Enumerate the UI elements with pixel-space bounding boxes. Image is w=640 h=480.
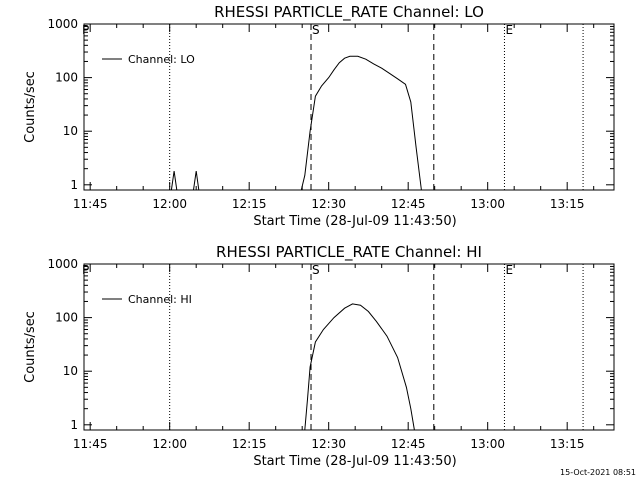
lo-channel-panel: RHESSI PARTICLE_RATE Channel: LO 1 10 100 10… (23, 3, 615, 229)
marker-label: S (312, 23, 320, 37)
y-tick-label: 10 (63, 364, 78, 378)
marker-label: E (505, 23, 513, 37)
y-tick-label: 1 (70, 418, 78, 432)
x-tick-label: 12:00 (152, 437, 187, 451)
chart-title: RHESSI PARTICLE_RATE Channel: LO (214, 3, 484, 22)
legend-label: Channel: LO (128, 53, 195, 66)
x-tick-label: 12:45 (391, 197, 426, 211)
y-tick-label: 1 (70, 178, 78, 192)
y-axis-label: Counts/sec (23, 71, 38, 143)
x-tick-label: 12:15 (232, 437, 267, 451)
y-tick-label: 1000 (47, 17, 78, 31)
x-tick-label: 13:15 (550, 437, 585, 451)
legend-label: Channel: HI (128, 293, 192, 306)
marker-label: E (505, 263, 513, 277)
y-tick-label: 1000 (47, 257, 78, 271)
series-line (170, 55, 422, 191)
marker-label: S (312, 263, 320, 277)
y-tick-label: 100 (55, 71, 78, 85)
x-axis-label: Start Time (28-Jul-09 11:43:50) (253, 454, 456, 469)
x-tick-label: 13:00 (470, 437, 505, 451)
series-line (304, 303, 415, 431)
x-tick-label: 11:45 (73, 197, 108, 211)
corner-label: P (82, 263, 89, 277)
x-tick-label: 12:15 (232, 197, 267, 211)
plot-frame (83, 23, 615, 191)
y-tick-label: 10 (63, 124, 78, 138)
y-tick-label: 100 (55, 311, 78, 325)
chart-title: RHESSI PARTICLE_RATE Channel: HI (216, 243, 482, 262)
x-tick-label: 12:30 (311, 437, 346, 451)
x-tick-label: 12:45 (391, 437, 426, 451)
plot-frame (83, 263, 615, 431)
hi-channel-panel: RHESSI PARTICLE_RATE Channel: HI 1 10 100 10… (23, 243, 615, 469)
x-tick-label: 12:30 (311, 197, 346, 211)
y-axis-label: Counts/sec (23, 311, 38, 383)
timestamp-label: 15-Oct-2021 08:51 (560, 468, 636, 477)
x-axis-label: Start Time (28-Jul-09 11:43:50) (253, 214, 456, 229)
x-tick-label: 13:00 (470, 197, 505, 211)
corner-label: P (82, 23, 89, 37)
x-tick-label: 12:00 (152, 197, 187, 211)
x-tick-label: 13:15 (550, 197, 585, 211)
x-tick-label: 11:45 (73, 437, 108, 451)
